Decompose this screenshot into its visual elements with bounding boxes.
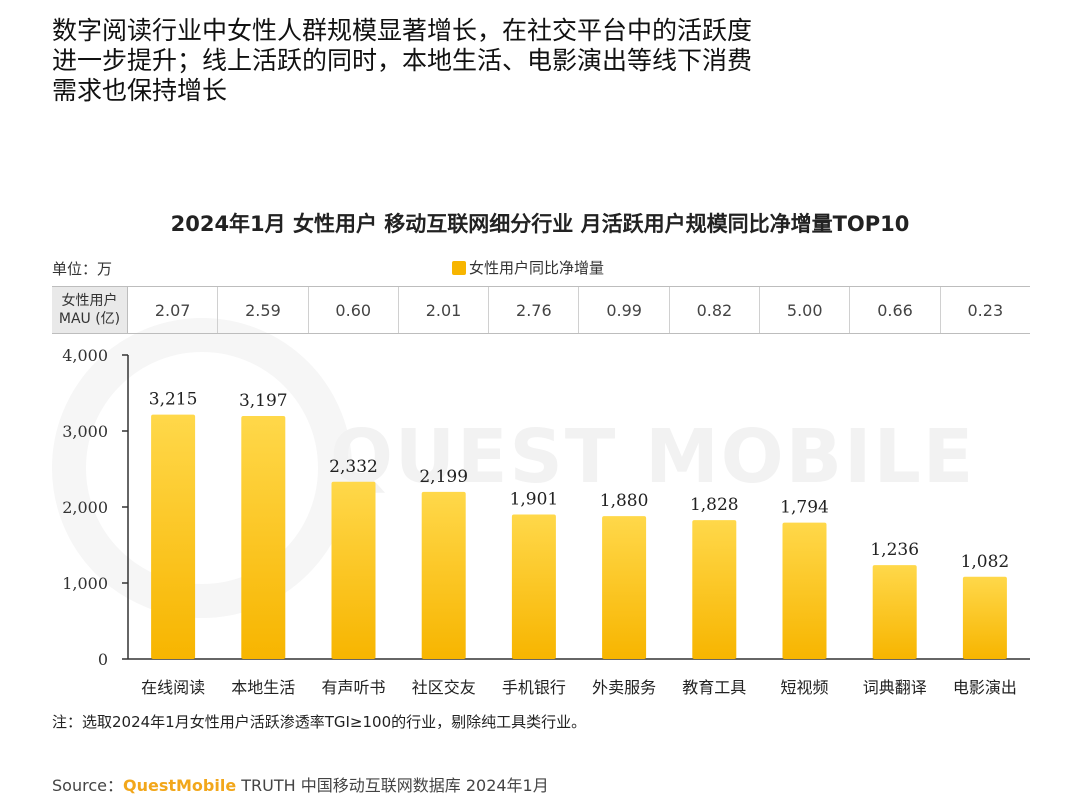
legend-swatch — [452, 260, 466, 275]
bar-value-label: 3,215 — [149, 390, 198, 410]
bar-value-label: 2,199 — [419, 467, 468, 487]
footnote: 注：选取2024年1月女性用户活跃渗透率TGI≥100的行业，剔除纯工具类行业。 — [52, 713, 587, 731]
x-tick-label: 词典翻译 — [863, 678, 927, 697]
bar-value-label: 1,236 — [870, 540, 919, 560]
mau-cell: 2.59 — [218, 287, 309, 333]
bar — [511, 514, 556, 659]
y-tick-label: 3,000 — [62, 422, 108, 441]
headline-line-1: 数字阅读行业中女性人群规模显著增长，在社交平台中的活跃度 — [52, 16, 753, 45]
watermark-text: QUEST MOBILE — [330, 414, 976, 500]
mau-cell: 0.60 — [309, 287, 399, 333]
bar — [241, 416, 286, 659]
bar — [692, 520, 737, 659]
x-tick-label: 电影演出 — [953, 678, 1017, 697]
mau-table-header: 女性用户 MAU (亿) — [52, 287, 128, 333]
x-tick-label: 社区交友 — [412, 678, 476, 697]
headline-line-3: 需求也保持增长 — [52, 76, 228, 105]
chart-title: 2024年1月 女性用户 移动互联网细分行业 月活跃用户规模同比净增量TOP10 — [170, 212, 910, 236]
headline: 数字阅读行业中女性人群规模显著增长，在社交平台中的活跃度 进一步提升；线上活跃的… — [52, 16, 852, 106]
unit-label: 单位：万 — [52, 260, 113, 278]
bars — [151, 414, 1007, 659]
x-tick-label: 在线阅读 — [141, 678, 205, 697]
mau-cell: 0.82 — [670, 287, 761, 333]
bar — [151, 414, 196, 659]
bar — [872, 565, 917, 659]
bar-value-label: 1,828 — [690, 495, 739, 515]
bar-value-label: 3,197 — [239, 391, 288, 411]
bar — [331, 481, 376, 659]
x-tick-label: 短视频 — [780, 678, 828, 697]
mau-table-cells: 2.07 2.59 0.60 2.01 2.76 0.99 0.82 5.00 … — [128, 287, 1030, 333]
mau-cell: 0.66 — [850, 287, 941, 333]
chart-legend: 女性用户同比净增量 — [452, 257, 604, 278]
source-prefix: Source： — [52, 776, 123, 795]
bar-value-label: 1,794 — [780, 498, 829, 518]
bar — [782, 522, 827, 659]
mau-table: 女性用户 MAU (亿) 2.07 2.59 0.60 2.01 2.76 0.… — [52, 286, 1030, 334]
source-brand: QuestMobile — [122, 776, 237, 795]
mau-header-line-2: MAU (亿) — [58, 311, 121, 327]
mau-cell: 2.07 — [128, 287, 219, 333]
mau-cell: 5.00 — [760, 287, 851, 333]
mau-cell: 2.01 — [399, 287, 490, 333]
legend-label: 女性用户同比净增量 — [469, 259, 605, 277]
bar — [421, 491, 466, 659]
headline-line-2: 进一步提升；线上活跃的同时，本地生活、电影演出等线下消费 — [52, 46, 753, 75]
bar-value-label: 1,901 — [510, 490, 559, 510]
y-tick-label: 1,000 — [62, 574, 108, 593]
x-tick-label: 手机银行 — [502, 678, 566, 697]
mau-cell: 0.99 — [579, 287, 670, 333]
bar — [962, 576, 1007, 659]
x-tick-label: 本地生活 — [231, 678, 295, 697]
bar — [602, 516, 647, 659]
source-line: Source：QuestMobile TRUTH 中国移动互联网数据库 2024… — [52, 772, 549, 796]
bar-value-label: 2,332 — [329, 457, 378, 477]
y-tick-label: 2,000 — [62, 498, 108, 517]
source-rest: TRUTH 中国移动互联网数据库 2024年1月 — [236, 776, 549, 795]
y-tick-label: 4,000 — [62, 346, 108, 365]
mau-cell: 2.76 — [489, 287, 580, 333]
x-tick-label: 外卖服务 — [592, 678, 656, 697]
x-tick-label: 有声听书 — [321, 678, 385, 697]
x-tick-label: 教育工具 — [682, 678, 746, 697]
data-labels: 3,215 3,197 2,332 2,199 1,901 1,880 1,828 1,794… — [149, 390, 1009, 572]
x-axis: 在线阅读 本地生活 有声听书 社区交友 手机银行 外卖服务 教育工具 短视频 词典翻译 电影演出 — [141, 678, 1017, 697]
mau-header-line-1: 女性用户 — [61, 293, 118, 309]
mau-cell: 0.23 — [967, 300, 1004, 320]
bar-value-label: 1,880 — [600, 491, 649, 511]
bar-value-label: 1,082 — [961, 552, 1010, 572]
y-tick-label: 0 — [98, 650, 108, 669]
